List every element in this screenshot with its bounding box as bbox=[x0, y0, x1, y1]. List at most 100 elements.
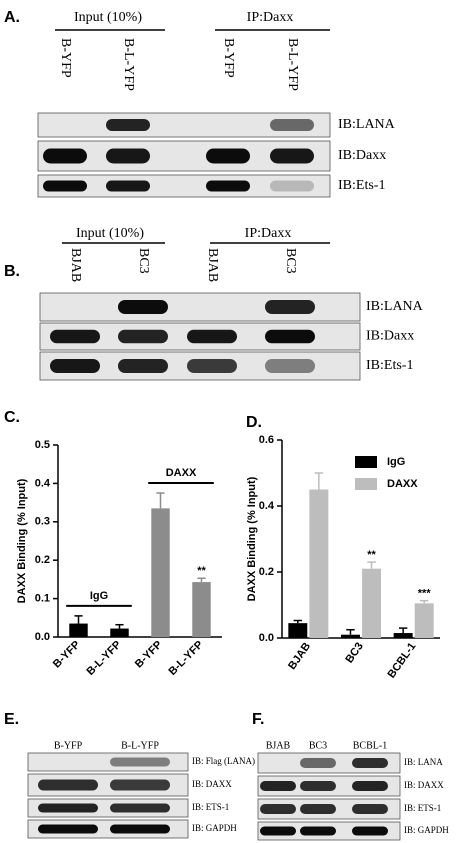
blot-band bbox=[43, 180, 87, 192]
group-label: DAXX bbox=[166, 467, 197, 479]
row-label: IB:LANA bbox=[366, 299, 424, 314]
row-label: IB: GAPDH bbox=[192, 823, 237, 833]
panel-letter: B. bbox=[4, 263, 20, 280]
blot-band bbox=[270, 180, 314, 192]
significance: ** bbox=[197, 565, 206, 577]
x-tick-label: BCBL-1 bbox=[386, 641, 419, 681]
y-axis-label: DAXX Binding (% Input) bbox=[16, 478, 28, 603]
row-label: IB: ETS-1 bbox=[192, 802, 229, 812]
group-label: IgG bbox=[90, 590, 108, 602]
bar bbox=[110, 628, 129, 637]
panel-letter: F. bbox=[252, 711, 264, 728]
panel-letter: A. bbox=[4, 9, 20, 26]
blot-band bbox=[187, 359, 237, 373]
significance: *** bbox=[418, 588, 432, 600]
x-tick-label: B-L-YFP bbox=[167, 639, 206, 678]
lane-label: BC3 bbox=[309, 740, 327, 751]
legend-label: IgG bbox=[387, 456, 405, 468]
blot-strip bbox=[27, 752, 189, 772]
blot-band bbox=[352, 826, 388, 836]
row-label: IB: DAXX bbox=[192, 779, 232, 789]
y-tick-label: 0.1 bbox=[35, 593, 50, 605]
y-axis-label: DAXX Binding (% Input) bbox=[246, 476, 258, 601]
x-tick-label: BJAB bbox=[286, 640, 313, 671]
blot-band bbox=[43, 148, 87, 164]
blot-band bbox=[50, 329, 100, 344]
lane-label: B-L-YFP bbox=[121, 38, 136, 91]
y-tick-label: 0.0 bbox=[35, 631, 50, 643]
group-header: Input (10%) bbox=[74, 10, 142, 25]
lane-label: B-YFP bbox=[221, 38, 236, 78]
y-tick-label: 0.4 bbox=[259, 500, 275, 512]
bar bbox=[393, 633, 413, 638]
y-tick-label: 0.0 bbox=[259, 632, 274, 644]
blot-band bbox=[110, 779, 170, 791]
blot-band bbox=[206, 148, 250, 164]
panel-letter: D. bbox=[246, 414, 262, 431]
lane-label: B-L-YFP bbox=[285, 38, 300, 91]
blot-band bbox=[270, 148, 314, 164]
bar bbox=[340, 634, 360, 638]
row-label: IB: DAXX bbox=[404, 780, 444, 790]
blot-band bbox=[300, 826, 336, 836]
row-label: IB: LANA bbox=[404, 757, 443, 767]
lane-label: BJAB bbox=[266, 740, 291, 751]
blot-strip bbox=[37, 174, 331, 198]
bar bbox=[192, 582, 211, 637]
blot-band bbox=[110, 757, 170, 767]
blot-band bbox=[50, 359, 100, 373]
blot-band bbox=[118, 329, 168, 344]
blot-band bbox=[118, 300, 168, 314]
blot-band bbox=[38, 803, 98, 813]
legend-swatch bbox=[355, 456, 377, 468]
row-label: IB: ETS-1 bbox=[404, 803, 441, 813]
blot-band bbox=[270, 119, 314, 131]
x-tick-label: B-YFP bbox=[133, 639, 165, 671]
panel-letter: E. bbox=[4, 711, 19, 728]
significance: ** bbox=[367, 549, 376, 561]
blot-band bbox=[260, 826, 296, 836]
blot-band bbox=[38, 824, 98, 834]
row-label: IB: Flag (LANA) bbox=[192, 756, 255, 766]
y-tick-label: 0.2 bbox=[259, 566, 274, 578]
blot-band bbox=[110, 803, 170, 813]
blot-band bbox=[352, 758, 388, 768]
row-label: IB:Ets-1 bbox=[338, 178, 385, 193]
blot-band bbox=[265, 359, 315, 373]
row-label: IB: GAPDH bbox=[404, 825, 449, 835]
row-label: IB:Daxx bbox=[338, 148, 386, 163]
lane-label: BC3 bbox=[283, 248, 298, 274]
y-tick-label: 0.3 bbox=[35, 516, 50, 528]
blot-band bbox=[206, 180, 250, 192]
blot-band bbox=[110, 824, 170, 834]
blot-band bbox=[106, 180, 150, 192]
bar bbox=[69, 623, 88, 637]
y-tick-label: 0.2 bbox=[35, 554, 50, 566]
panel-letter: C. bbox=[4, 409, 20, 426]
blot-band bbox=[300, 804, 336, 814]
row-label: IB:Ets-1 bbox=[366, 358, 413, 373]
group-header: Input (10%) bbox=[76, 226, 144, 241]
bar bbox=[151, 508, 170, 637]
legend-label: DAXX bbox=[387, 478, 418, 490]
blot-band bbox=[265, 300, 315, 314]
bar bbox=[288, 623, 308, 638]
lane-label: B-L-YFP bbox=[121, 740, 159, 751]
x-tick-label: BC3 bbox=[343, 641, 365, 666]
x-tick-label: B-L-YFP bbox=[85, 639, 124, 678]
lane-label: B-YFP bbox=[54, 740, 83, 751]
blot-band bbox=[352, 804, 388, 814]
bar bbox=[362, 568, 382, 638]
blot-band bbox=[300, 758, 336, 768]
blot-band bbox=[106, 119, 150, 131]
y-tick-label: 0.5 bbox=[35, 439, 50, 451]
blot-band bbox=[106, 148, 150, 164]
row-label: IB:LANA bbox=[338, 117, 396, 132]
lane-label: BJAB bbox=[68, 248, 83, 282]
blot-band bbox=[300, 781, 336, 791]
legend-swatch bbox=[355, 478, 377, 490]
group-header: IP:Daxx bbox=[245, 226, 292, 241]
lane-label: BJAB bbox=[205, 248, 220, 282]
group-header: IP:Daxx bbox=[247, 10, 294, 25]
